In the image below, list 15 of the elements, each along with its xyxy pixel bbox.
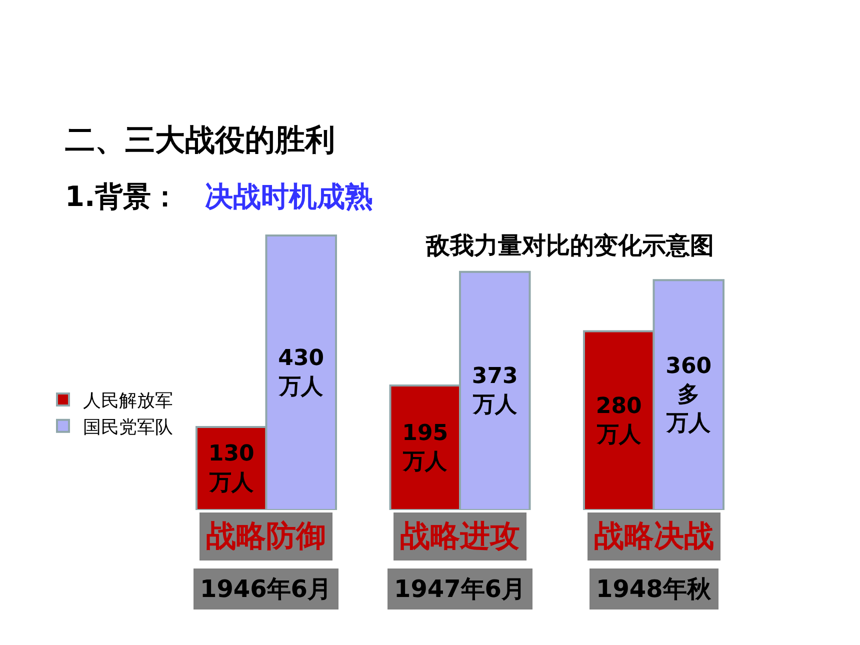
data-label: 280万人 (596, 394, 642, 448)
text: 决战时机成熟 (205, 180, 373, 213)
data-label: 195万人 (402, 420, 448, 475)
data-label: 430万人 (278, 346, 324, 400)
data-label: 360多万人 (666, 354, 712, 436)
x-tick-label: 战略进攻 1947年6月 (394, 519, 526, 603)
text: 二、三大战役的胜利 (65, 123, 335, 158)
chart-title: 敌我力量对比的变化示意图 (424, 232, 714, 260)
x-tick-label: 战略防御 1946年6月 (200, 519, 332, 603)
data-label: 373万人 (472, 364, 518, 418)
legend-label: 国民党军队 (83, 416, 173, 438)
text: 1.背景： (65, 180, 180, 213)
data-label: 130万人 (208, 442, 254, 496)
x-tick-label: 战略决战 1948年秋 (594, 519, 714, 603)
legend-label: 人民解放军 (83, 390, 173, 412)
